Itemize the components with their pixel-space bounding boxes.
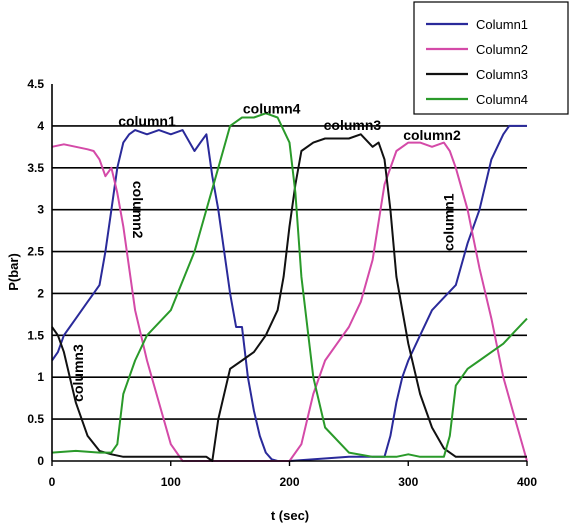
y-tick-labels: 0 0.5 1 1.5 2 2.5 3 3.5 4 4.5 (27, 77, 44, 468)
x-tick-label: 300 (398, 475, 418, 489)
y-tick-label: 0.5 (27, 412, 44, 426)
y-tick-label: 4 (37, 119, 44, 133)
x-tick-label: 0 (49, 475, 56, 489)
legend-label: Column3 (476, 67, 528, 82)
legend-label: Column4 (476, 92, 528, 107)
y-tick-label: 3.5 (27, 161, 44, 175)
x-axis-label: t (sec) (271, 508, 309, 523)
y-tick-label: 1 (37, 370, 44, 384)
annotation-label: column1 (440, 193, 456, 251)
annotation-label: column3 (324, 117, 382, 133)
legend-label: Column1 (476, 17, 528, 32)
annotations: column1 column4 column3 column2 column2 colum… (70, 100, 461, 402)
x-tick-labels: 0 100 200 300 400 (49, 475, 538, 489)
series-line-column4 (51, 112, 528, 458)
y-tick-label: 1.5 (27, 328, 44, 342)
axes (51, 84, 528, 466)
legend: Column1 Column2 Column3 Column4 (413, 1, 569, 115)
annotation-label: column2 (130, 181, 146, 239)
y-tick-label: 2 (37, 286, 44, 300)
y-axis-label: P(bar) (6, 253, 21, 291)
y-tick-label: 3 (37, 203, 44, 217)
annotation-label: column4 (243, 100, 301, 116)
legend-label: Column2 (476, 42, 528, 57)
series-line-column1 (51, 124, 527, 462)
y-tick-label: 0 (37, 454, 44, 468)
y-tick-label: 2.5 (27, 245, 44, 259)
annotation-label: column1 (118, 113, 176, 129)
legend-box (413, 1, 569, 115)
series-line-column2 (51, 141, 528, 462)
gridlines (52, 125, 527, 420)
series-line-column3 (51, 133, 527, 462)
y-tick-label: 4.5 (27, 77, 44, 91)
x-tick-label: 400 (517, 475, 537, 489)
series-lines (51, 112, 528, 462)
annotation-label: column3 (70, 344, 86, 402)
annotation-label: column2 (403, 127, 461, 143)
x-tick-label: 100 (161, 475, 181, 489)
x-tick-label: 200 (279, 475, 299, 489)
